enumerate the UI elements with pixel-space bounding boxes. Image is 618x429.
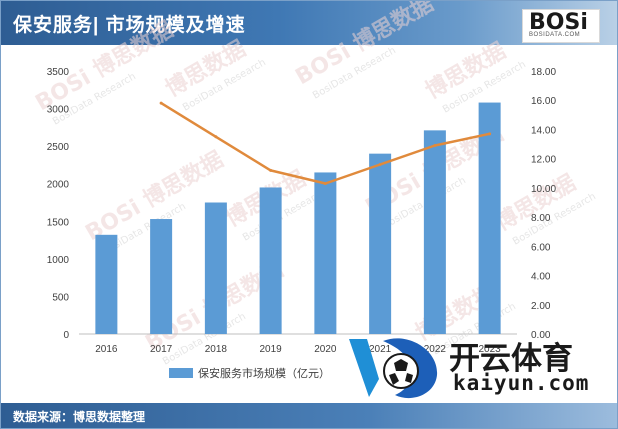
- growth-point: [269, 168, 273, 172]
- y-right-tick-label: 14.00: [531, 125, 556, 136]
- growth-point: [378, 163, 382, 167]
- growth-point: [323, 182, 327, 186]
- bar: [259, 187, 282, 334]
- bar: [423, 130, 446, 334]
- y-right-tick-label: 4.00: [531, 272, 551, 283]
- bar: [204, 202, 227, 334]
- x-tick-label: 2022: [424, 344, 447, 355]
- growth-point: [159, 101, 163, 105]
- bosi-logo: BOSi BOSIDATA.COM: [522, 9, 600, 43]
- y-left-tick-label: 1000: [47, 255, 70, 266]
- y-right-tick-label: 16.00: [531, 96, 556, 107]
- page-title: 保安服务| 市场规模及增速: [13, 15, 246, 36]
- bar: [314, 172, 337, 334]
- legend-bar-label: 保安服务市场规模（亿元）: [198, 366, 330, 380]
- data-source: 数据来源：博思数据整理: [13, 410, 146, 424]
- logo-wordmark: BOSi: [529, 10, 588, 35]
- y-left-tick-label: 3500: [47, 67, 70, 78]
- y-left-tick-label: 2500: [47, 142, 70, 153]
- y-left-tick-label: 500: [52, 292, 69, 303]
- y-right-tick-label: 8.00: [531, 213, 551, 224]
- brand-logo-icon: [349, 338, 438, 399]
- y-right-tick-label: 12.00: [531, 155, 556, 166]
- brand-name: 开云体育: [449, 341, 573, 377]
- x-tick-label: 2023: [479, 344, 502, 355]
- y-right-tick-label: 0.00: [531, 330, 551, 341]
- y-left-tick-label: 0: [63, 330, 69, 341]
- y-left-tick-label: 1500: [47, 217, 70, 228]
- growth-point: [433, 144, 437, 148]
- x-tick-label: 2016: [95, 344, 118, 355]
- brand-overlay: 开云体育 kaiyun.com: [339, 331, 609, 403]
- growth-point: [488, 132, 492, 136]
- growth-point: [214, 135, 218, 139]
- x-tick-label: 2021: [369, 344, 392, 355]
- y-right-tick-label: 18.00: [531, 67, 556, 78]
- watermark-text: BOSi 博思数据: [291, 1, 438, 90]
- x-tick-label: 2019: [260, 344, 283, 355]
- logo-url: BOSIDATA.COM: [529, 32, 581, 38]
- bar: [369, 153, 392, 334]
- footer-bar: 数据来源：博思数据整理: [1, 403, 617, 428]
- x-tick-label: 2020: [314, 344, 337, 355]
- y-right-tick-label: 6.00: [531, 242, 551, 253]
- bar: [150, 219, 173, 334]
- bar: [478, 102, 501, 334]
- x-tick-label: 2017: [150, 344, 173, 355]
- bar: [95, 234, 118, 334]
- y-left-tick-label: 3000: [47, 105, 70, 116]
- y-right-tick-label: 2.00: [531, 301, 551, 312]
- y-left-tick-label: 2000: [47, 180, 70, 191]
- y-right-tick-label: 10.00: [531, 184, 556, 195]
- x-tick-label: 2018: [205, 344, 228, 355]
- header-bar: 保安服务| 市场规模及增速 BOSi BOSIDATA.COM: [1, 1, 617, 45]
- brand-url: kaiyun.com: [453, 371, 590, 395]
- legend-bar-swatch: [169, 368, 193, 378]
